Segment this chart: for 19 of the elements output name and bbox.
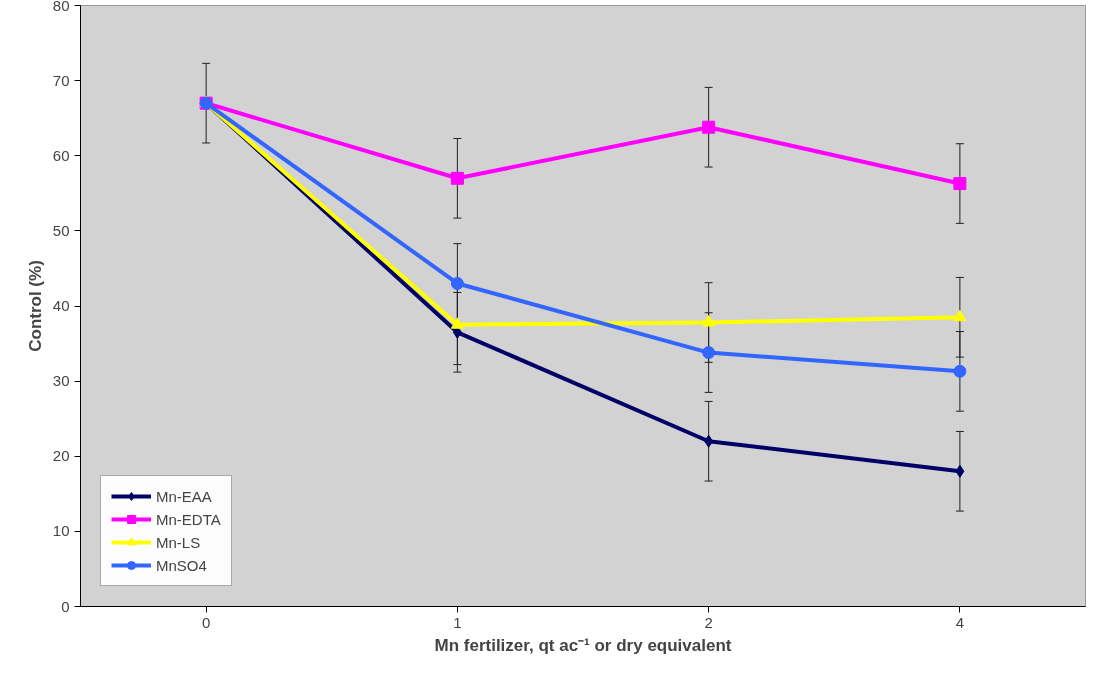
y-tick-label: 20 [52, 447, 70, 465]
legend-label: Mn-EAA [156, 487, 212, 505]
y-tick-label: 0 [61, 597, 70, 615]
x-tick-label: 4 [955, 613, 965, 631]
x-tick-label: 1 [453, 613, 462, 631]
x-tick-label: 0 [201, 613, 211, 631]
y-tick-label: 10 [52, 522, 70, 540]
y-axis-title: Control (%) [25, 260, 45, 352]
y-tick-label: 80 [52, 0, 70, 14]
legend-label: Mn-EDTA [156, 510, 221, 528]
y-tick-label: 70 [52, 71, 70, 89]
legend-label: Mn-LS [156, 533, 201, 551]
legend-label: MnSO4 [156, 556, 207, 574]
y-tick-label: 60 [52, 146, 70, 164]
x-tick-label: 2 [704, 613, 713, 631]
x-axis-title: Mn fertilizer, qt ac⁻¹ or dry equivalent [434, 635, 732, 655]
y-tick-label: 30 [52, 372, 70, 390]
y-tick-label: 40 [52, 297, 70, 314]
y-tick-label: 50 [52, 221, 70, 239]
